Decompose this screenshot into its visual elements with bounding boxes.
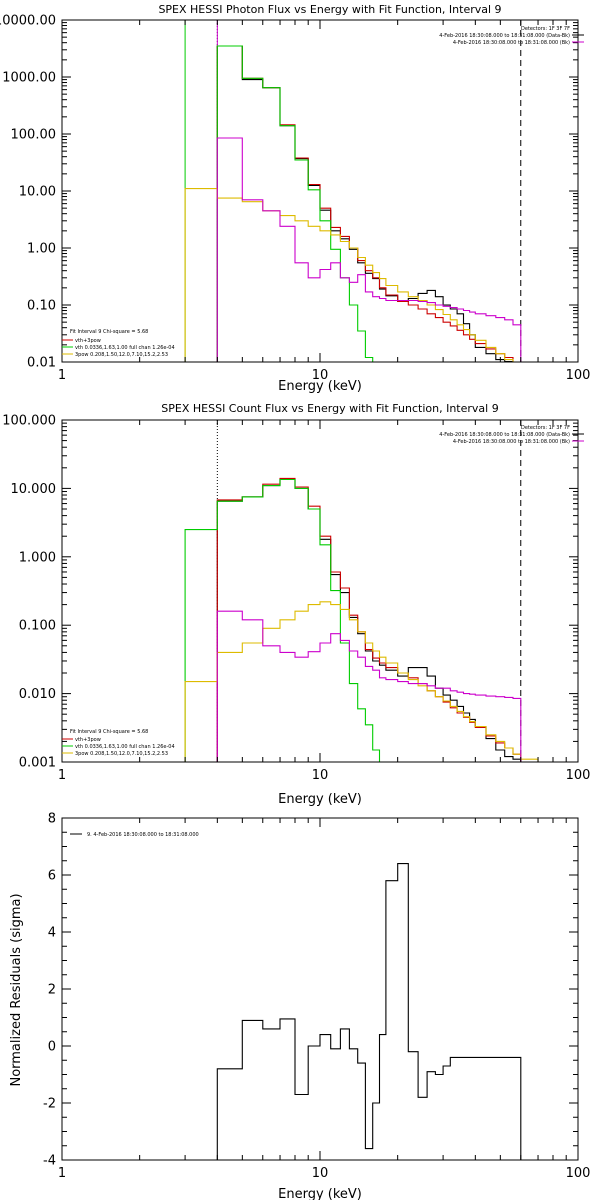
count-legend-item: vth+3pow [75, 737, 101, 743]
residuals-xlabel: Energy (keV) [278, 1187, 362, 1200]
photon-header-databk: 4-Feb-2016 18:30:08.000 to 18:31:08.000 … [439, 33, 570, 39]
y-tick-label: 0.01 [27, 356, 56, 371]
count-flux-title: SPEX HESSI Count Flux vs Energy with Fit… [161, 402, 498, 415]
residuals-panel: 9. 4-Feb-2016 18:30:08.000 to 18:31:08.0… [9, 832, 362, 1200]
x-tick-label: 100 [566, 368, 591, 383]
y-tick-label: 0.100 [19, 619, 56, 634]
y-tick-label: 1.000 [19, 550, 56, 565]
y-tick-label: 100.00 [11, 128, 57, 143]
y-tick-label: 10000.00 [0, 14, 56, 29]
photon-flux-panel: SPEX HESSI Photon Flux vs Energy with Fi… [70, 3, 570, 394]
y-tick-label: -2 [43, 1097, 56, 1112]
series-line-vth [184, 478, 381, 762]
count-legend-item: vth 0.0336,1.63,1.00 full chan 1.26e-04 [75, 744, 175, 750]
y-tick-label: -4 [43, 1154, 56, 1169]
y-tick-label: 8 [48, 812, 56, 827]
y-tick-label: 6 [48, 869, 56, 884]
photon-legend-item: vth 0.0336,1.63,1.00 full chan 1.26e-04 [75, 345, 175, 351]
x-tick-label: 1 [58, 768, 66, 783]
y-tick-label: 0 [48, 1040, 56, 1055]
series-line-bk [216, 610, 522, 762]
y-tick-label: 100.000 [2, 414, 56, 429]
y-tick-label: 2 [48, 983, 56, 998]
photon-legend-title: Fit Interval 9 Chi-square = 5.68 [70, 329, 148, 335]
plot-1: 1 10 100 0.001 0.010 0.100 1.000 10.000 100.000 [2, 414, 590, 784]
count-legend-title: Fit Interval 9 Chi-square = 5.68 [70, 729, 148, 735]
x-tick-label: 10 [312, 368, 329, 383]
plot-0: 1 10 100 0.01 0.10 1.00 10.00 100.00 1000.00 1000… [0, 14, 590, 384]
series-group-0 [184, 20, 522, 362]
residuals-legend-item: 9. 4-Feb-2016 18:30:08.000 to 18:31:08.0… [87, 832, 199, 838]
photon-header-detectors: Detectors: 1F 3F 7F [521, 26, 570, 32]
x-tick-label: 100 [566, 768, 591, 783]
y-tick-label: 4 [48, 926, 56, 941]
photon-legend-item: vth+3pow [75, 338, 101, 344]
photon-xlabel: Energy (keV) [278, 379, 362, 394]
series-line-vth [184, 45, 374, 362]
count-flux-panel: SPEX HESSI Count Flux vs Energy with Fit… [70, 402, 570, 807]
photon-legend-item: 3pow 0.208,1.50,12.0,7.10,15.2,2.53 [75, 352, 168, 358]
plot-2: 1 10 100 -4 -2 0 2 4 6 8 [43, 812, 590, 1182]
photon-flux-title: SPEX HESSI Photon Flux vs Energy with Fi… [158, 3, 501, 16]
y-tick-label: 0.10 [27, 299, 56, 314]
x-tick-label: 100 [566, 1166, 591, 1181]
x-tick-label: 10 [312, 768, 329, 783]
y-tick-label: 10.000 [11, 482, 57, 497]
count-header-detectors: Detectors: 1F 3F 7F [521, 425, 570, 431]
axes-frame [61, 817, 579, 1161]
count-xlabel: Energy (keV) [278, 792, 362, 807]
count-header-databk: 4-Feb-2016 18:30:08.000 to 18:31:08.000 … [439, 432, 570, 438]
y-tick-label: 10.00 [19, 185, 56, 200]
series-group-2 [216, 863, 522, 1160]
series-line-3pow [184, 601, 554, 762]
count-header-bk: 4-Feb-2016 18:30:08.000 to 18:31:08.000 … [453, 439, 570, 445]
y-tick-label: 0.001 [19, 756, 56, 771]
y-tick-label: 1.00 [27, 242, 56, 257]
x-tick-label: 1 [58, 368, 66, 383]
series-line-9 [216, 863, 522, 1160]
series-group-1 [184, 420, 554, 762]
count-legend-item: 3pow 0.208,1.50,12.0,7.10,15.2,2.53 [75, 751, 168, 757]
y-tick-label: 0.010 [19, 687, 56, 702]
axes-frame [61, 419, 579, 763]
x-tick-label: 1 [58, 1166, 66, 1181]
photon-header-bk: 4-Feb-2016 18:30:08.000 to 18:31:08.000 … [453, 40, 570, 46]
series-line-bk [216, 137, 522, 362]
series-line-3pow [184, 188, 514, 362]
x-tick-label: 10 [312, 1166, 329, 1181]
residuals-ylabel: Normalized Residuals (sigma) [9, 893, 24, 1086]
y-tick-label: 1000.00 [2, 71, 56, 86]
